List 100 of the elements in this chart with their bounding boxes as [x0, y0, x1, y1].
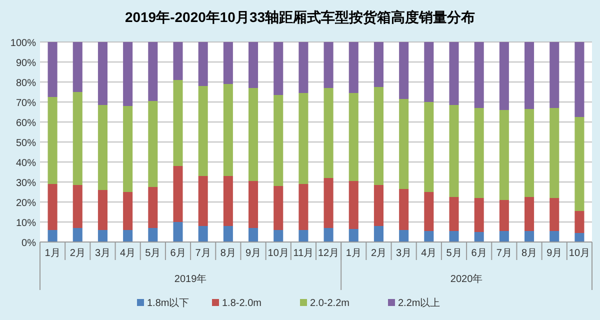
bar — [223, 84, 233, 176]
bar — [424, 192, 434, 231]
bar — [274, 186, 284, 230]
bar — [72, 228, 82, 242]
x-tick-label: 1月 — [346, 248, 362, 259]
bar — [123, 42, 133, 106]
x-tick-label: 2月 — [370, 248, 387, 259]
bar — [424, 102, 434, 192]
y-tick-label: 30% — [16, 178, 36, 189]
y-tick-label: 20% — [16, 198, 36, 209]
bar — [298, 42, 308, 93]
bar — [248, 228, 258, 242]
bar — [574, 211, 584, 233]
x-tick-label: 8月 — [220, 248, 236, 259]
bar — [524, 109, 534, 197]
x-tick-label: 1月 — [44, 248, 60, 259]
x-tick-label: 5月 — [145, 248, 161, 259]
bar — [248, 42, 258, 88]
y-tick-label: 40% — [16, 158, 36, 169]
chart-title: 2019年-2020年10月33轴距厢式车型按货箱高度销量分布 — [124, 9, 476, 25]
bar — [173, 222, 183, 242]
bar — [574, 117, 584, 211]
bar — [348, 93, 358, 181]
bar — [248, 181, 258, 228]
bar — [374, 226, 384, 242]
bar — [72, 42, 82, 92]
bar — [298, 184, 308, 230]
bar — [524, 231, 534, 242]
bar — [348, 42, 358, 93]
bar — [374, 185, 384, 226]
bar — [173, 42, 183, 80]
bar — [524, 197, 534, 231]
x-tick-label: 11月 — [293, 248, 314, 259]
bar — [148, 42, 158, 101]
bar — [173, 80, 183, 166]
bar — [550, 231, 560, 242]
bar — [474, 232, 484, 242]
legend-label: 1.8m以下 — [147, 297, 190, 309]
bar — [123, 230, 133, 242]
bar — [274, 230, 284, 242]
bar — [298, 93, 308, 184]
bar — [524, 42, 534, 109]
y-tick-label: 100% — [10, 38, 36, 49]
bar — [348, 229, 358, 242]
bar — [574, 42, 584, 117]
bar — [48, 42, 58, 97]
bar — [499, 110, 509, 200]
bar — [449, 42, 459, 105]
x-tick-label: 4月 — [421, 248, 437, 259]
bar — [148, 101, 158, 187]
bar — [449, 105, 459, 197]
bar — [223, 176, 233, 226]
x-tick-label: 9月 — [245, 248, 262, 259]
x-tick-label: 9月 — [546, 248, 562, 259]
x-tick-label: 6月 — [170, 248, 186, 259]
bar — [449, 197, 459, 231]
x-tick-label: 8月 — [521, 248, 538, 259]
bar — [499, 231, 509, 242]
x-tick-label: 7月 — [195, 248, 211, 259]
bar — [98, 42, 108, 105]
x-tick-label: 3月 — [396, 248, 412, 259]
legend-label: 1.8-2.0m — [222, 298, 262, 309]
bar — [399, 42, 409, 99]
legend-label: 2.2m以上 — [398, 297, 440, 309]
y-tick-label: 10% — [16, 218, 36, 229]
bar — [148, 228, 158, 242]
bar — [324, 88, 334, 178]
bar — [198, 226, 208, 242]
bar — [424, 42, 434, 102]
bar — [550, 108, 560, 198]
legend-label: 2.0-2.2m — [310, 298, 350, 309]
bar — [474, 108, 484, 198]
bar — [399, 230, 409, 242]
x-tick-label: 6月 — [471, 248, 487, 259]
bar — [348, 181, 358, 229]
y-tick-label: 50% — [16, 138, 36, 149]
bar — [48, 230, 58, 242]
y-tick-label: 90% — [16, 58, 36, 69]
bar — [123, 192, 133, 230]
bar — [98, 190, 108, 230]
bar — [474, 42, 484, 108]
bar — [550, 198, 560, 231]
bar — [223, 226, 233, 242]
x-tick-label: 10月 — [568, 248, 590, 259]
bar — [499, 42, 509, 110]
text: 2020年 — [450, 273, 483, 285]
bar — [72, 185, 82, 228]
bar — [198, 86, 208, 176]
bar — [98, 230, 108, 242]
x-tick-label: 4月 — [120, 248, 136, 259]
bar — [48, 97, 58, 184]
bar — [374, 42, 384, 87]
bar — [424, 231, 434, 242]
bar — [198, 176, 208, 226]
bar — [123, 106, 133, 192]
bar — [248, 88, 258, 181]
bar — [148, 187, 158, 228]
bar — [274, 42, 284, 95]
bar — [499, 200, 509, 231]
bar — [274, 95, 284, 186]
